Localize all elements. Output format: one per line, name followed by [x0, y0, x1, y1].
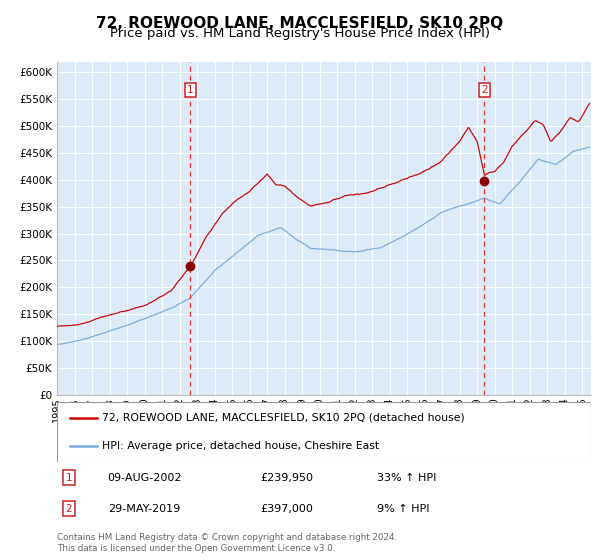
Text: 1: 1 [65, 473, 72, 483]
Text: 72, ROEWOOD LANE, MACCLESFIELD, SK10 2PQ (detached house): 72, ROEWOOD LANE, MACCLESFIELD, SK10 2PQ… [103, 413, 465, 423]
Text: HPI: Average price, detached house, Cheshire East: HPI: Average price, detached house, Ches… [103, 441, 380, 451]
Text: 72, ROEWOOD LANE, MACCLESFIELD, SK10 2PQ: 72, ROEWOOD LANE, MACCLESFIELD, SK10 2PQ [97, 16, 503, 31]
Text: 29-MAY-2019: 29-MAY-2019 [108, 503, 180, 514]
Text: Contains HM Land Registry data © Crown copyright and database right 2024.
This d: Contains HM Land Registry data © Crown c… [57, 533, 397, 553]
Text: 09-AUG-2002: 09-AUG-2002 [108, 473, 182, 483]
Text: 1: 1 [187, 85, 194, 95]
FancyBboxPatch shape [57, 402, 591, 462]
Text: 2: 2 [65, 503, 72, 514]
Text: 33% ↑ HPI: 33% ↑ HPI [377, 473, 437, 483]
Text: 2: 2 [481, 85, 488, 95]
Text: 9% ↑ HPI: 9% ↑ HPI [377, 503, 430, 514]
Text: Price paid vs. HM Land Registry's House Price Index (HPI): Price paid vs. HM Land Registry's House … [110, 27, 490, 40]
Text: £397,000: £397,000 [260, 503, 313, 514]
Text: £239,950: £239,950 [260, 473, 313, 483]
